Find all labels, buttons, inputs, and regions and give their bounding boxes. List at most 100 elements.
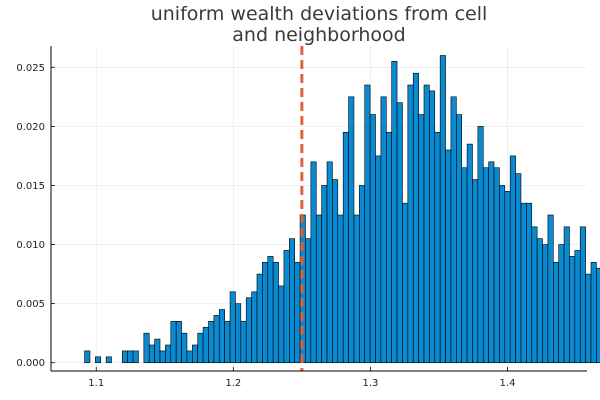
histogram-bar (267, 256, 274, 364)
histogram-bar (218, 309, 225, 364)
histogram-bar (418, 114, 425, 364)
histogram-bar (95, 356, 102, 364)
histogram-bar (515, 173, 522, 364)
histogram-bar (477, 126, 484, 364)
histogram-bar (245, 297, 252, 364)
histogram-bar (542, 244, 549, 364)
histogram-bar (305, 238, 312, 364)
histogram-bar (272, 261, 279, 364)
histogram-bar (504, 191, 511, 364)
histogram-bar (208, 321, 215, 364)
histogram-bar (235, 303, 242, 364)
histogram-bar (434, 131, 441, 364)
histogram-bar (251, 291, 258, 364)
histogram-bar (579, 226, 586, 364)
axes (50, 46, 587, 372)
histogram-bar (105, 356, 112, 364)
histogram-bar (482, 167, 489, 364)
histogram-bar (84, 350, 91, 364)
histogram-bar (342, 131, 349, 364)
histogram-bar (369, 114, 376, 364)
histogram-bar (493, 167, 500, 364)
histogram-bar (202, 326, 209, 364)
histogram-bar (283, 250, 290, 364)
histogram-bar (154, 338, 161, 364)
chart-title-line-1: uniform wealth deviations from cell (151, 3, 488, 25)
histogram-bar (547, 214, 554, 364)
histogram-bar (439, 55, 446, 364)
histogram-bar (181, 332, 188, 364)
histogram-bar (353, 214, 360, 364)
histogram-bar (520, 202, 527, 364)
y-tick-label: 0.010 (16, 240, 45, 251)
histogram-bar (412, 72, 419, 364)
histogram-bar (310, 161, 317, 364)
y-tick-label: 0.005 (16, 299, 45, 310)
histogram-bar (289, 238, 295, 364)
histogram-bar (127, 350, 134, 364)
histogram-bar (315, 214, 322, 364)
histogram-bar (186, 350, 193, 364)
histogram-bar (450, 96, 457, 364)
histogram-bar (380, 96, 387, 364)
y-tick-label: 0.015 (16, 181, 45, 192)
histogram-bar (590, 261, 597, 364)
histogram-bar (256, 273, 263, 364)
y-tick-label: 0.000 (16, 358, 45, 369)
histogram-bar (488, 161, 495, 364)
histogram-bar (509, 155, 516, 364)
histogram-bar (456, 114, 463, 364)
histogram-bar (192, 344, 199, 364)
y-tick-label: 0.025 (16, 63, 45, 74)
chart-title-line-2: and neighborhood (232, 24, 405, 46)
histogram-bar (407, 84, 414, 364)
histogram-bar (143, 332, 150, 364)
histogram-bar (585, 273, 592, 364)
histogram-bar (170, 321, 177, 364)
histogram-bar (391, 61, 398, 364)
histogram-bar (385, 131, 392, 364)
histogram-bars (84, 55, 600, 364)
histogram-bar (552, 261, 559, 364)
histogram-bar (466, 143, 473, 364)
histogram-bar (364, 84, 371, 364)
histogram-bar (165, 344, 172, 364)
histogram-bar (423, 84, 430, 364)
histogram-bar (148, 344, 155, 364)
histogram-bar (224, 321, 231, 364)
histogram-bar (569, 256, 576, 364)
histogram-bar (321, 185, 328, 364)
histogram-bar (596, 267, 600, 364)
histogram-bar (326, 161, 333, 364)
histogram-bar (461, 167, 468, 364)
histogram-bar (213, 315, 220, 364)
histogram-bar (278, 285, 285, 364)
histogram-bar (240, 321, 247, 364)
histogram-bar (121, 350, 128, 364)
histogram-bar (402, 202, 409, 364)
y-tick-label: 0.020 (16, 122, 45, 133)
histogram-bar (526, 202, 533, 364)
x-tick-label: 1.4 (500, 378, 516, 389)
x-tick-label: 1.1 (88, 378, 104, 389)
histogram-bar (472, 179, 479, 364)
histogram-bar (159, 350, 166, 364)
histogram-bar (262, 261, 269, 364)
histogram-bar (337, 214, 344, 364)
histogram-bar (197, 332, 204, 364)
histogram-bar (563, 226, 570, 364)
histogram-bar (499, 185, 506, 364)
histogram-bar (175, 321, 182, 364)
x-tick-label: 1.3 (362, 378, 378, 389)
histogram-bar (294, 261, 301, 364)
tick-labels: 1.1 1.2 1.3 1.4 0.000 0.005 0.010 0.015 0.020 0.0… (16, 63, 515, 389)
x-tick-label: 1.2 (225, 378, 241, 389)
histogram-bar (359, 185, 366, 364)
histogram-bar (574, 250, 581, 364)
histogram-bar (396, 102, 403, 364)
histogram-bar (536, 238, 543, 364)
histogram-bar (429, 90, 436, 364)
histogram-bar (132, 350, 139, 364)
histogram-bar (348, 96, 355, 364)
